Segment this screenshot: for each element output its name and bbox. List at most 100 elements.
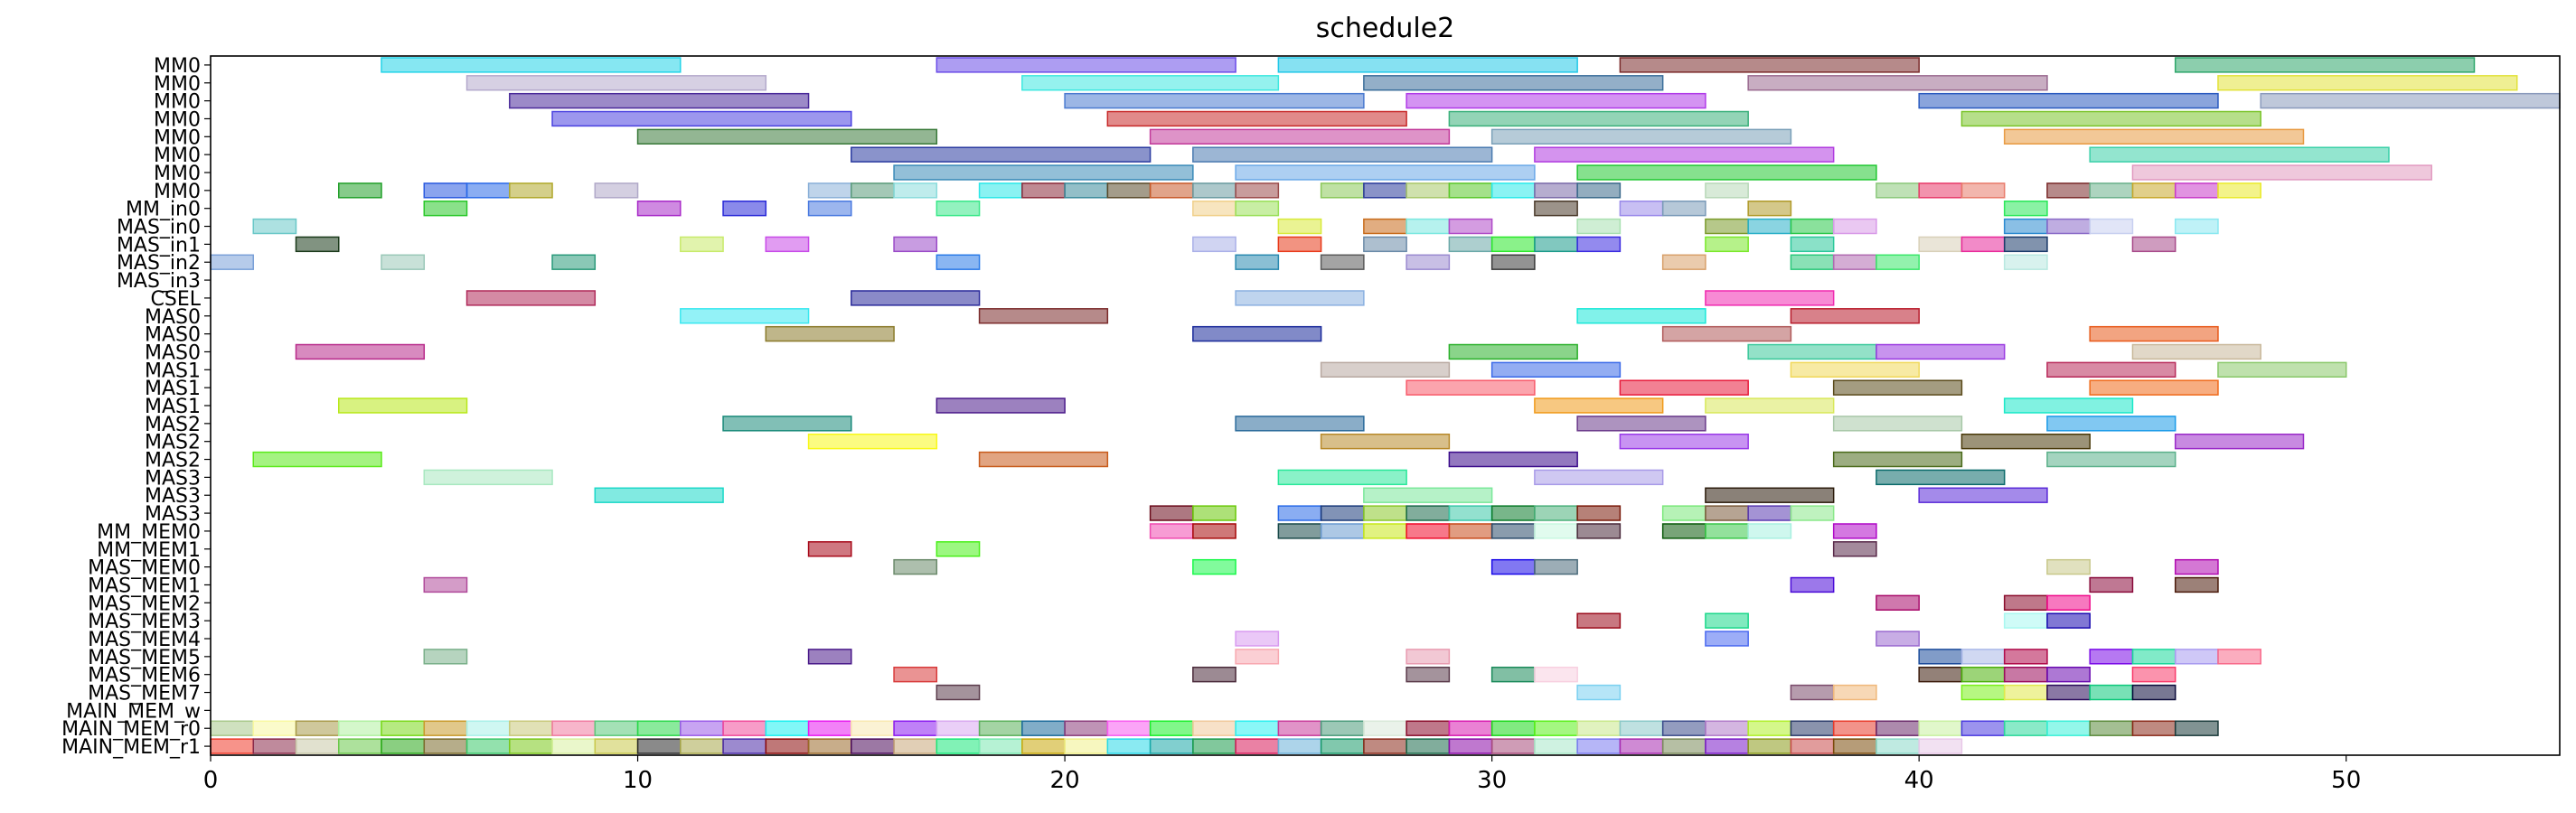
gantt-bar	[2003, 720, 2048, 736]
gantt-bar	[381, 254, 426, 270]
gantt-bar	[1448, 523, 1493, 539]
gantt-bar	[1918, 236, 1963, 253]
gantt-bar	[1832, 379, 1963, 396]
y-tick-label: MAS1	[145, 378, 201, 400]
gantt-bar	[636, 128, 938, 145]
gantt-bar	[1406, 505, 1451, 521]
gantt-bar	[807, 434, 938, 450]
gantt-bar	[210, 720, 255, 736]
y-tick-label: MM0	[154, 163, 201, 185]
gantt-bar	[2217, 361, 2347, 378]
gantt-bar	[2089, 325, 2219, 342]
gantt-bar	[1705, 720, 1749, 736]
gantt-bar	[765, 738, 810, 754]
gantt-bar	[1534, 558, 1578, 575]
gantt-bar	[509, 738, 553, 754]
gantt-bar	[1406, 182, 1451, 199]
gantt-bar	[1406, 92, 1706, 109]
gantt-bar	[1876, 182, 1920, 199]
gantt-bar	[1406, 379, 1536, 396]
gantt-bar	[1320, 738, 1365, 754]
gantt-bar	[2046, 720, 2091, 736]
gantt-bar	[1747, 505, 1792, 521]
gantt-bar	[1149, 128, 1451, 145]
y-tick-label: MAS3	[145, 503, 201, 526]
gantt-bar	[1705, 505, 1749, 521]
gantt-bar	[1277, 523, 1322, 539]
gantt-bar	[295, 720, 340, 736]
gantt-bar	[1619, 201, 1664, 217]
gantt-bar	[423, 738, 468, 754]
gantt-bar	[1363, 75, 1664, 91]
gantt-bar	[1277, 720, 1322, 736]
y-tick-label: MAIN_MEM_r1	[61, 736, 201, 759]
gantt-bar	[1277, 218, 1322, 235]
gantt-bar	[1619, 738, 1664, 754]
gantt-bar	[381, 720, 426, 736]
x-tick-label: 30	[1477, 767, 1507, 794]
gantt-bar	[893, 164, 1194, 181]
gantt-bar	[2046, 558, 2091, 575]
gantt-bar	[1918, 720, 1963, 736]
gantt-bar	[1747, 218, 1792, 235]
y-tick-label: MAS1	[145, 360, 201, 382]
y-tick-label: MM0	[154, 91, 201, 114]
gantt-bar	[1235, 416, 1365, 432]
gantt-bar	[1790, 308, 1920, 324]
gantt-bar	[1320, 361, 1451, 378]
gantt-bar	[1576, 164, 1877, 181]
y-tick-label: MAS0	[145, 341, 201, 364]
gantt-bar	[465, 75, 767, 91]
gantt-bar	[1106, 110, 1407, 127]
gantt-bar	[1619, 379, 1749, 396]
gantt-bar	[722, 416, 852, 432]
gantt-bar	[1832, 720, 1877, 736]
gantt-bar	[1320, 505, 1365, 521]
y-tick-label: MM0	[154, 126, 201, 149]
gantt-bar	[1363, 218, 1407, 235]
gantt-bar	[465, 738, 511, 754]
gantt-bar	[2089, 684, 2134, 701]
gantt-bar	[509, 182, 553, 199]
y-tick-label: MAIN_MEM_r0	[61, 718, 201, 741]
gantt-bar	[978, 720, 1023, 736]
gantt-bar	[1235, 201, 1280, 217]
gantt-bar	[1064, 720, 1109, 736]
gantt-bar	[2089, 720, 2134, 736]
gantt-bar	[2174, 434, 2305, 450]
gantt-bar	[1192, 523, 1236, 539]
gantt-bar	[1790, 505, 1835, 521]
gantt-bar	[1705, 397, 1835, 414]
gantt-bar	[1534, 738, 1578, 754]
gantt-bar	[1705, 738, 1749, 754]
gantt-bar	[935, 720, 981, 736]
x-tick-label: 0	[203, 767, 219, 794]
gantt-bar	[1448, 182, 1493, 199]
gantt-bar	[1790, 738, 1835, 754]
gantt-bar	[1576, 236, 1622, 253]
gantt-bar	[1576, 218, 1622, 235]
gantt-bar	[2089, 379, 2219, 396]
gantt-bar	[1363, 738, 1407, 754]
gantt-bar	[1320, 523, 1365, 539]
gantt-bar	[594, 720, 639, 736]
gantt-bar	[2174, 649, 2219, 665]
gantt-bar	[2003, 667, 2048, 683]
gantt-bar	[1576, 182, 1622, 199]
gantt-bar	[2174, 576, 2219, 593]
gantt-bar	[338, 182, 382, 199]
gantt-bar	[1021, 720, 1066, 736]
gantt-bar	[1021, 738, 1066, 754]
gantt-bar	[1534, 523, 1578, 539]
gantt-bar	[807, 541, 852, 557]
gantt-bar	[2003, 594, 2048, 611]
gantt-bar	[423, 576, 468, 593]
y-tick-label: MM0	[154, 55, 201, 78]
gantt-bar	[2217, 75, 2518, 91]
x-tick-label: 10	[623, 767, 653, 794]
y-tick-label: MAS_MEM7	[88, 683, 201, 706]
gantt-bar	[1960, 684, 2006, 701]
gantt-bar	[423, 649, 468, 665]
gantt-bar	[509, 92, 810, 109]
